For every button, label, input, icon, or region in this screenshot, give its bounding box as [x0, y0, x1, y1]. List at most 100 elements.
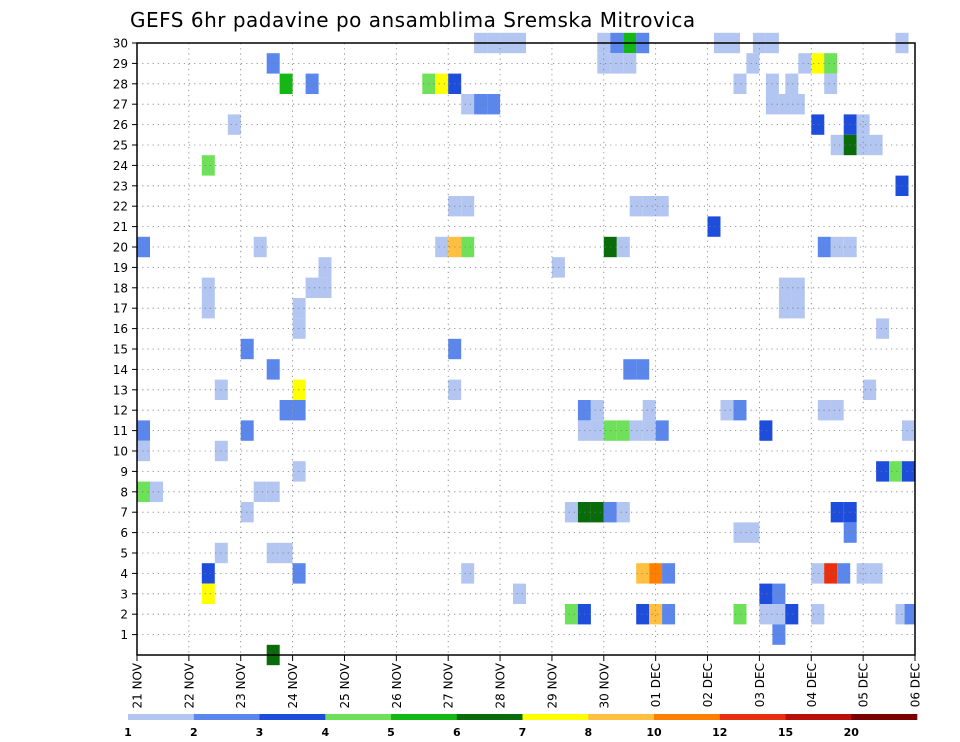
heatmap-cell — [837, 563, 851, 584]
heatmap-cell — [772, 624, 786, 645]
heatmap-cell — [824, 53, 838, 74]
heatmap-cell — [597, 53, 611, 74]
heatmap-cell — [863, 379, 877, 400]
heatmap-cell — [616, 420, 630, 441]
heatmap-cell — [461, 94, 475, 115]
colorbar-swatch — [719, 714, 786, 720]
y-tick-label: 4 — [120, 567, 128, 581]
heatmap-cell — [253, 236, 267, 258]
heatmap-cell — [649, 604, 663, 625]
heatmap-cell — [830, 400, 844, 421]
heatmap-cell — [150, 481, 163, 502]
colorbar-tick-label: 15 — [778, 726, 793, 739]
x-tick-label: 22 NOV — [182, 662, 196, 708]
colorbar-swatch — [588, 714, 655, 720]
heatmap-cell — [707, 216, 721, 237]
heatmap-cell — [759, 420, 773, 441]
colorbar-swatch — [259, 714, 326, 720]
colorbar-swatch — [851, 714, 918, 720]
colorbar-tick-label: 7 — [519, 726, 527, 739]
heatmap-cell — [902, 420, 915, 441]
heatmap-cell — [636, 604, 650, 625]
heatmap-cell — [856, 114, 870, 135]
heatmap-cell — [759, 604, 773, 625]
heatmap-cell — [772, 583, 786, 604]
x-tick-label: 04 DEC — [805, 663, 819, 707]
heatmap-cell — [616, 236, 630, 258]
y-tick-label: 13 — [113, 383, 128, 397]
heatmap-cell — [772, 604, 786, 625]
x-tick-label: 02 DEC — [701, 663, 715, 707]
colorbar-tick-label: 10 — [646, 726, 662, 739]
heatmap-cell — [746, 522, 760, 543]
heatmap-cell — [513, 583, 526, 604]
colorbar-swatch — [325, 714, 392, 720]
heatmap-cell — [435, 73, 449, 94]
heatmap-cell — [435, 236, 449, 258]
heatmap-cell — [201, 563, 215, 584]
heatmap-cell — [487, 94, 501, 115]
y-tick-label: 25 — [113, 139, 128, 153]
x-tick-label: 23 NOV — [234, 662, 248, 708]
heatmap-cell — [811, 114, 825, 135]
heatmap-cell — [778, 298, 792, 319]
heatmap-cell — [279, 400, 293, 421]
colorbar-tick-label: 12 — [712, 726, 727, 739]
heatmap-cell — [137, 481, 150, 502]
x-tick-label: 25 NOV — [338, 662, 352, 708]
heatmap-cell — [642, 420, 656, 441]
colorbar-tick-label: 3 — [256, 726, 264, 739]
y-tick-label: 21 — [113, 220, 128, 234]
colorbar-tick-label: 2 — [190, 726, 198, 739]
colorbar-swatch — [654, 714, 720, 720]
y-tick-label: 6 — [120, 526, 128, 540]
y-tick-label: 30 — [113, 37, 128, 51]
y-tick-label: 12 — [113, 404, 128, 418]
heatmap-cell — [616, 502, 630, 523]
x-tick-label: 26 NOV — [390, 662, 404, 708]
colorbar-tick-label: 8 — [584, 726, 592, 739]
heatmap-cell — [856, 134, 870, 156]
y-tick-label: 16 — [113, 322, 128, 336]
colorbar-tick-label: 6 — [453, 726, 461, 739]
heatmap-cell — [305, 277, 319, 298]
chart-title: GEFS 6hr padavine po ansamblima Sremska … — [130, 8, 696, 32]
heatmap-cell — [889, 461, 903, 482]
heatmap-cell — [461, 236, 475, 258]
y-tick-label: 17 — [113, 302, 128, 316]
x-tick-label: 28 NOV — [494, 662, 508, 708]
heatmap-cell — [642, 196, 656, 217]
y-tick-label: 7 — [120, 506, 128, 520]
heatmap-cell — [201, 583, 215, 604]
heatmap-cell — [137, 440, 150, 462]
heatmap-cell — [279, 73, 293, 94]
heatmap-cell — [636, 563, 650, 584]
heatmap-cell — [590, 420, 604, 441]
heatmap-cell — [305, 73, 319, 94]
x-tick-label: 21 NOV — [131, 662, 145, 708]
colorbar-tick-label: 4 — [321, 726, 329, 739]
heatmap-cell — [811, 563, 825, 584]
heatmap-cell — [876, 318, 890, 339]
heatmap-cell — [733, 400, 747, 421]
x-tick-label: 29 NOV — [545, 662, 559, 708]
y-tick-label: 15 — [113, 343, 128, 357]
x-axis-date-ticks: 21 NOV 22 NOV 23 NOV 24 NOV 25 NOV 26 NOV 27 N… — [131, 655, 923, 709]
heatmap-cell — [733, 604, 747, 625]
y-tick-label: 2 — [120, 608, 128, 622]
heatmap-cell — [904, 604, 915, 625]
heatmap-cell — [778, 94, 792, 115]
y-tick-label: 19 — [113, 261, 128, 275]
y-axis-member-ticks: 1234567891011121314151617181920212223242… — [113, 37, 137, 642]
y-tick-label: 5 — [120, 547, 128, 561]
heatmap-cell — [830, 134, 844, 156]
heatmap-cell — [778, 277, 792, 298]
y-tick-label: 14 — [113, 363, 128, 377]
y-tick-label: 29 — [113, 57, 128, 71]
y-tick-label: 1 — [120, 628, 128, 642]
heatmap-cell — [811, 53, 825, 74]
heatmap-cell — [785, 604, 799, 625]
y-tick-label: 27 — [113, 98, 128, 112]
x-tick-label: 01 DEC — [649, 663, 663, 707]
x-tick-label: 24 NOV — [286, 662, 300, 708]
